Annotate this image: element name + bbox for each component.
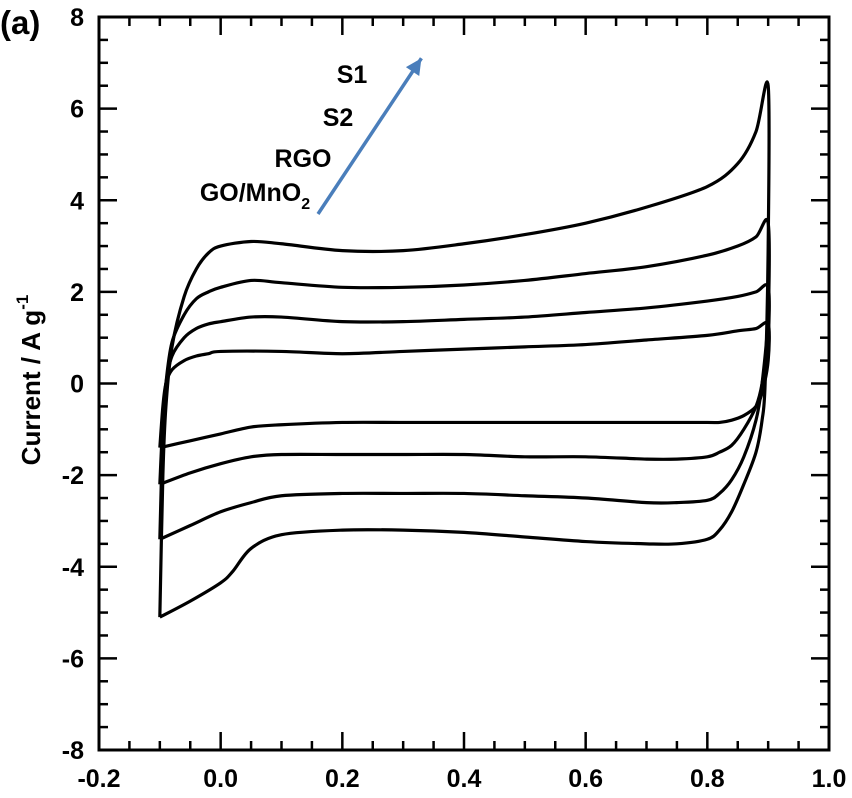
- cv-curve-3: [158, 283, 771, 486]
- y-tick-label: 8: [70, 4, 84, 32]
- annotation-label: S2: [323, 104, 354, 132]
- cv-curve-4: [158, 320, 771, 450]
- cv-curve-1: [158, 80, 771, 619]
- plot-border: [97, 15, 831, 752]
- svg-text:Current / A g-1: Current / A g-1: [13, 295, 46, 466]
- y-tick-label: -8: [62, 737, 84, 765]
- x-tick-label: 0.2: [325, 765, 360, 793]
- x-tick-label: 0.0: [203, 765, 238, 793]
- annotation-label: RGO: [275, 145, 332, 173]
- y-tick-label: -6: [62, 645, 84, 673]
- axis-ticks: -0.2 0.0 0.2 0.4 0.6 0.8 1.0 8 6 4 2 0 -2 -4 -6 -8: [62, 4, 847, 793]
- annotation-arrow-head: [405, 58, 422, 76]
- y-axis-label-text: Current / A g: [16, 310, 46, 466]
- scan-annotation: S1 S2 RGO GO/MnO2: [200, 57, 423, 215]
- annotation-label: S1: [337, 61, 368, 89]
- y-tick-label: 4: [70, 187, 84, 215]
- y-tick-label: 6: [70, 96, 84, 124]
- y-tick-label: 0: [70, 371, 84, 399]
- x-tick-label: -0.2: [77, 765, 120, 793]
- y-axis-label: Current / A g-1: [13, 295, 46, 466]
- x-tick-label: 0.6: [568, 765, 603, 793]
- cv-curve-2: [158, 217, 771, 541]
- x-tick-label: 0.8: [690, 765, 725, 793]
- annotation-label: GO/MnO2: [200, 179, 310, 213]
- panel-label: (a): [0, 4, 40, 41]
- cv-curves: [158, 80, 771, 619]
- y-tick-label: -2: [62, 462, 84, 490]
- y-tick-label: 2: [70, 279, 84, 307]
- annotation-arrow-shaft: [316, 57, 423, 215]
- y-tick-label: -4: [62, 554, 84, 582]
- y-axis-label-superscript: -1: [13, 295, 32, 310]
- x-tick-label: 1.0: [812, 765, 847, 793]
- plot-frame: [97, 15, 831, 752]
- annotation-label-subscript: 2: [301, 196, 310, 213]
- x-tick-label: 0.4: [447, 765, 482, 793]
